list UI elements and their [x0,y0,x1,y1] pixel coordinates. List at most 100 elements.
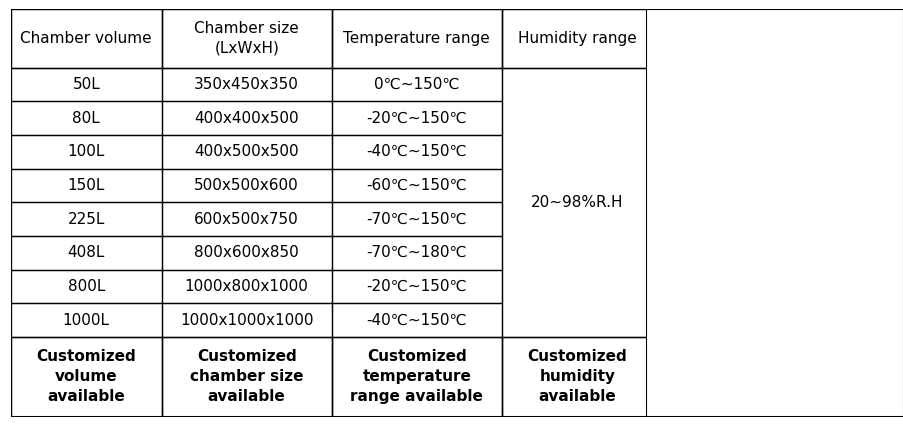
Text: -40℃~150℃: -40℃~150℃ [366,313,467,328]
Bar [666,90,673,186]
Bar [738,296,740,303]
Ellipse shape [693,386,703,396]
Bar [501,68,652,337]
Bar [759,333,762,339]
Bar [738,333,740,339]
Bar [684,58,787,195]
Bar [11,68,162,101]
Bar [738,314,740,321]
Bar [162,236,331,269]
Bar [727,278,729,284]
Bar [782,296,785,303]
Bar [704,351,707,357]
Bar [749,333,751,339]
Bar [162,337,331,416]
Bar [331,68,501,101]
Text: 100L: 100L [68,144,105,159]
Text: 1000L: 1000L [62,313,109,328]
Circle shape [815,177,821,187]
Text: -60℃~150℃: -60℃~150℃ [366,178,467,193]
Text: 20~98%R.H: 20~98%R.H [530,195,623,210]
Text: 350x450x350: 350x450x350 [194,77,299,92]
Bar [162,135,331,169]
Bar [727,351,729,357]
Bar [331,101,501,135]
Bar [162,68,331,101]
Bar [782,314,785,321]
Text: 50L: 50L [72,77,100,92]
Text: Customized
volume
available: Customized volume available [36,349,136,404]
Text: 0℃~150℃: 0℃~150℃ [374,77,459,92]
Bar [331,135,501,169]
Bar [749,296,751,303]
Bar [331,269,501,303]
Text: -70℃~180℃: -70℃~180℃ [366,245,467,260]
Bar [694,278,696,284]
Bar [749,314,751,321]
Bar [771,278,773,284]
Bar [694,296,696,303]
Bar [715,333,718,339]
Bar [162,269,331,303]
Bar [808,90,887,144]
Bar [694,351,696,357]
Bar [759,259,762,266]
Bar [782,351,785,357]
Bar [727,259,729,266]
Bar [759,314,762,321]
Bar [11,337,162,416]
Bar [683,259,684,266]
Text: 400x500x500: 400x500x500 [194,144,299,159]
Bar [771,333,773,339]
Bar [694,259,696,266]
Text: 1000x1000x1000: 1000x1000x1000 [180,313,313,328]
Text: Customized
chamber size
available: Customized chamber size available [190,349,303,404]
Text: Chamber size
(LxWxH): Chamber size (LxWxH) [194,21,299,56]
Text: Customized
humidity
available: Customized humidity available [526,349,627,404]
Bar [727,333,729,339]
Text: Humidity range: Humidity range [517,31,636,45]
Bar [759,278,762,284]
Text: 600x500x750: 600x500x750 [194,212,299,227]
Text: 800L: 800L [68,279,105,294]
Bar [162,101,331,135]
Bar [704,296,707,303]
Bar [11,269,162,303]
Bar [331,236,501,269]
Text: Temperature range: Temperature range [343,31,489,45]
Text: 225L: 225L [68,212,105,227]
Bar [11,169,162,202]
Bar [331,337,501,416]
Bar [749,278,751,284]
Text: -20℃~150℃: -20℃~150℃ [366,110,467,126]
Circle shape [841,177,847,187]
Bar [162,303,331,337]
Text: 400x400x500: 400x400x500 [194,110,299,126]
Bar [806,88,851,117]
Bar [749,351,751,357]
Bar [683,333,684,339]
Bar [759,296,762,303]
Bar [805,33,893,224]
Bar [683,296,684,303]
Bar [162,8,331,68]
Text: 150L: 150L [68,178,105,193]
Bar [715,314,718,321]
Bar [806,52,851,86]
Text: 408L: 408L [68,245,105,260]
Circle shape [868,177,874,187]
Bar [838,309,849,355]
Bar [771,296,773,303]
Bar [738,259,740,266]
Bar [501,337,652,416]
Text: 80L: 80L [72,110,100,126]
Bar [704,333,707,339]
Bar [162,169,331,202]
Text: Customized
temperature
range available: Customized temperature range available [350,349,483,404]
Bar [715,351,718,357]
Bar [672,33,893,224]
Bar [791,104,800,157]
Bar [680,52,791,201]
Bar [11,303,162,337]
Bar [704,314,707,321]
